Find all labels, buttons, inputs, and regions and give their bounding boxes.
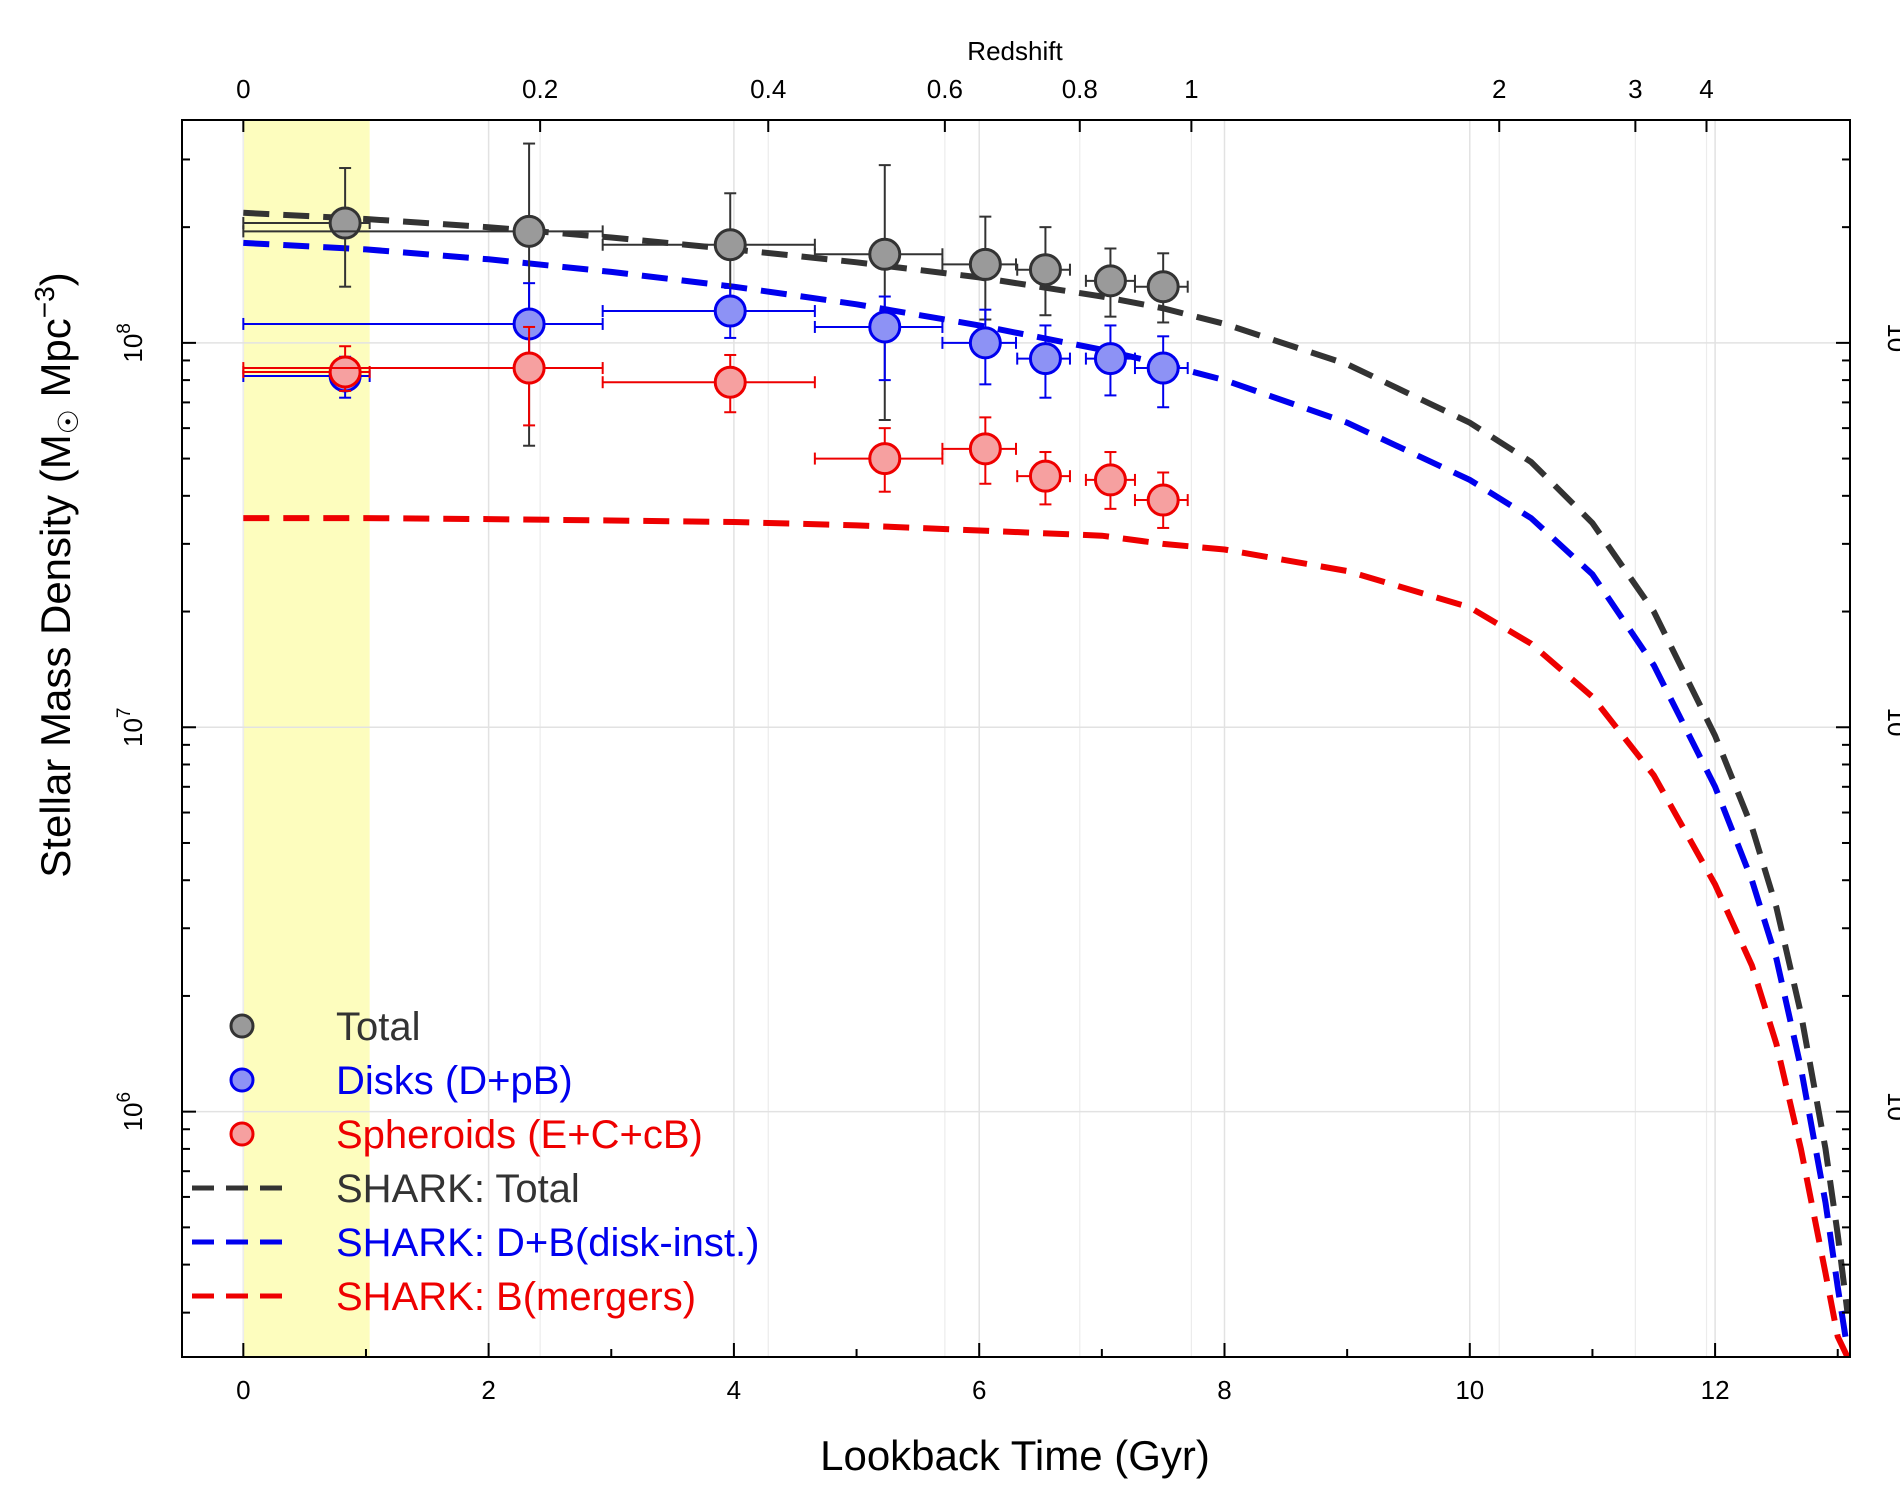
data-point (1093, 463, 1127, 497)
series-spheroids-e-c-cb- (242, 325, 1189, 529)
legend-label: Total (336, 1005, 421, 1049)
legend-marker-circle (229, 1121, 255, 1147)
y-tick-label-right: 107 (1882, 708, 1900, 748)
data-point (968, 432, 1002, 466)
x-axis-title: Lookback Time (Gyr) (820, 1432, 1210, 1479)
data-point (328, 206, 362, 240)
x-tick-label: 6 (972, 1375, 986, 1405)
data-point (713, 228, 747, 262)
x-tick-label: 8 (1217, 1375, 1231, 1405)
y-tick-label-exponent: 8 (114, 323, 135, 334)
y-axis-title-exponent: −3 (29, 286, 60, 318)
x-tick-label: 10 (1455, 1375, 1484, 1405)
data-point (512, 214, 546, 248)
data-point (328, 355, 362, 389)
legend-label: Spheroids (E+C+cB) (336, 1113, 703, 1157)
legend-entry: Disks (D+pB) (229, 1059, 573, 1103)
model-curve-shark-d-b-disk-inst- (243, 239, 1850, 1351)
y-tick-label-base: 10 (118, 718, 148, 747)
redshift-tick-label: 0 (236, 74, 250, 104)
y-tick-label-exponent: 7 (114, 708, 135, 719)
redshift-tick-label: 0.6 (927, 74, 963, 104)
y-axis-title-main: Stellar Mass Density (M (32, 434, 79, 877)
data-point (868, 237, 902, 271)
top-axis-title: Redshift (967, 36, 1063, 66)
legend-label: Disks (D+pB) (336, 1059, 573, 1103)
plot-frame (181, 119, 1851, 1358)
model-curve-shark-b-mergers- (243, 515, 1850, 1357)
y-tick-label-exponent: 8 (1895, 352, 1900, 363)
y-axis-title-unit: Mpc (32, 318, 79, 409)
data-point (1146, 270, 1180, 304)
data-point (868, 442, 902, 476)
y-axis-sun-symbol: ☉ (53, 409, 84, 434)
redshift-tick-label: 2 (1492, 74, 1506, 104)
data-point (1093, 342, 1127, 376)
data-point (968, 326, 1002, 360)
data-point (868, 310, 902, 344)
y-tick-label-right: 108 (1882, 323, 1900, 363)
redshift-tick-label: 4 (1699, 74, 1713, 104)
x-tick-label: 0 (236, 1375, 250, 1405)
legend-label: SHARK: B(mergers) (336, 1275, 696, 1319)
present-day-highlight-band (243, 120, 370, 1357)
legend-entry: Total (229, 1005, 421, 1049)
y-tick-label-base: 10 (1882, 708, 1900, 737)
data-point (512, 351, 546, 385)
y-tick-label: 107 (114, 708, 148, 748)
data-point (713, 294, 747, 328)
legend-marker-circle (229, 1013, 255, 1039)
legend-entry: SHARK: B(mergers) (192, 1275, 696, 1319)
model-curve-shark-total (243, 209, 1850, 1313)
y-axis-title-close: ) (32, 272, 79, 286)
redshift-tick-label: 1 (1184, 74, 1198, 104)
y-tick-label-exponent: 6 (1895, 1121, 1900, 1132)
data-point (1146, 351, 1180, 385)
y-tick-label-exponent: 6 (114, 1092, 135, 1103)
data-point (968, 247, 1002, 281)
redshift-tick-label: 0.4 (750, 74, 786, 104)
model-curves (243, 209, 1850, 1357)
data-point (713, 365, 747, 399)
legend-entry: SHARK: Total (192, 1167, 580, 1211)
y-tick-label: 108 (114, 323, 148, 363)
data-point (1028, 253, 1062, 287)
data-point (1028, 342, 1062, 376)
legend-label: SHARK: Total (336, 1167, 580, 1211)
x-tick-label: 4 (727, 1375, 741, 1405)
x-tick-label: 2 (481, 1375, 495, 1405)
y-tick-label-base: 10 (118, 334, 148, 363)
y-tick-label-base: 10 (118, 1102, 148, 1131)
y-tick-label-exponent: 7 (1895, 736, 1900, 747)
legend-entry: Spheroids (E+C+cB) (229, 1113, 703, 1157)
redshift-tick-label: 0.2 (522, 74, 558, 104)
y-axis-title: Stellar Mass Density (M☉ Mpc−3) (29, 272, 84, 877)
data-point (1093, 264, 1127, 298)
series-disks-d-pb- (242, 282, 1189, 409)
legend: Total Disks (D+pB) Spheroids (E+C+cB) SHARK… (192, 1005, 759, 1319)
redshift-tick-label: 0.8 (1062, 74, 1098, 104)
axis-ticks: 02468101200.20.40.60.8123410610610710710… (114, 74, 1900, 1405)
legend-entry: SHARK: D+B(disk-inst.) (192, 1221, 759, 1265)
y-tick-label: 106 (114, 1092, 148, 1132)
observed-data-points (242, 142, 1189, 529)
y-tick-label-base: 10 (1882, 323, 1900, 352)
y-tick-label-base: 10 (1882, 1092, 1900, 1121)
legend-marker-circle (229, 1067, 255, 1093)
data-point (1146, 483, 1180, 517)
data-point (1028, 459, 1062, 493)
x-tick-label: 12 (1701, 1375, 1730, 1405)
y-tick-label-right: 106 (1882, 1092, 1900, 1132)
legend-label: SHARK: D+B(disk-inst.) (336, 1221, 759, 1265)
redshift-tick-label: 3 (1628, 74, 1642, 104)
